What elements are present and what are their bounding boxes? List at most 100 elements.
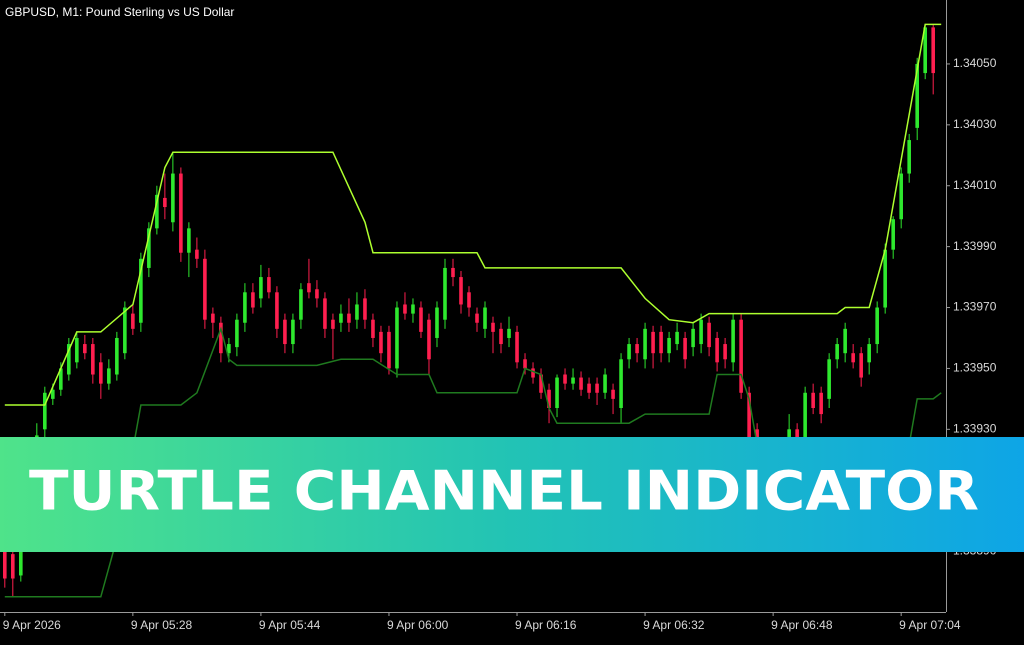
- candle-body: [75, 337, 79, 363]
- candle-body: [515, 331, 519, 363]
- candle-body: [3, 538, 7, 579]
- candle-body: [251, 292, 255, 308]
- candle-body: [187, 228, 191, 253]
- candle-body: [323, 298, 327, 329]
- candle-body: [347, 313, 351, 323]
- candle-body: [283, 319, 287, 345]
- candle-body: [875, 307, 879, 345]
- candle-body: [643, 328, 647, 360]
- candle-body: [387, 331, 391, 369]
- x-tick-label: 9 Apr 2026: [3, 618, 61, 632]
- x-tick-label: 9 Apr 06:16: [515, 618, 577, 632]
- x-tick-label: 9 Apr 06:00: [387, 618, 449, 632]
- candle-body: [923, 27, 927, 74]
- candle-body: [275, 292, 279, 329]
- candle-body: [147, 228, 151, 268]
- candle-body: [467, 292, 471, 308]
- candle-body: [371, 319, 375, 338]
- candle-body: [539, 374, 543, 393]
- candle-body: [651, 331, 655, 354]
- candle-body: [363, 298, 367, 320]
- candle-body: [259, 277, 263, 299]
- candle-body: [59, 368, 63, 390]
- candle-body: [683, 337, 687, 360]
- candle-body: [547, 389, 551, 408]
- y-tick-label: 1.34030: [953, 117, 997, 131]
- candle-body: [395, 307, 399, 369]
- axes: 1.338901.339101.339301.339501.339701.339…: [3, 56, 997, 632]
- x-tick-label: 9 Apr 07:04: [899, 618, 961, 632]
- x-tick-label: 9 Apr 06:32: [643, 618, 705, 632]
- candle-body: [915, 63, 919, 128]
- candle-body: [83, 344, 87, 354]
- candle-body: [691, 328, 695, 348]
- banner-text: TURTLE CHANNEL INDICATOR: [29, 460, 979, 523]
- x-tick-label: 9 Apr 05:44: [259, 618, 321, 632]
- candle-body: [291, 319, 295, 345]
- candle-body: [611, 389, 615, 399]
- candle-body: [379, 331, 383, 354]
- candle-body: [603, 374, 607, 393]
- candle-body: [179, 173, 183, 253]
- candle-body: [659, 331, 663, 354]
- candle-body: [443, 267, 447, 320]
- candle-body: [331, 319, 335, 329]
- candle-body: [531, 368, 535, 378]
- y-tick-label: 1.33950: [953, 361, 997, 375]
- candle-body: [123, 307, 127, 354]
- candle-body: [891, 219, 895, 250]
- candle-body: [859, 353, 863, 378]
- candle-body: [835, 344, 839, 360]
- candle-body: [171, 173, 175, 223]
- candle-body: [475, 313, 479, 323]
- candle-body: [595, 383, 599, 393]
- y-tick-label: 1.33970: [953, 300, 997, 314]
- candle-body: [427, 319, 431, 360]
- candle-body: [739, 319, 743, 393]
- candle-body: [707, 322, 711, 348]
- channel-line: [4, 326, 942, 598]
- candle-body: [579, 377, 583, 390]
- candle-body: [491, 322, 495, 332]
- candle-body: [827, 359, 831, 399]
- candle-body: [523, 359, 527, 369]
- candle-body: [667, 337, 671, 354]
- candle-body: [195, 249, 199, 259]
- candle-body: [459, 277, 463, 305]
- candle-body: [843, 328, 847, 354]
- candle-body: [851, 353, 855, 363]
- candle-body: [499, 328, 503, 345]
- candle-body: [811, 392, 815, 408]
- candle-body: [307, 283, 311, 293]
- candle-body: [723, 344, 727, 360]
- candle-body: [219, 322, 223, 354]
- candle-body: [819, 392, 823, 415]
- banner: [0, 437, 1024, 552]
- channel-line: [4, 23, 942, 406]
- chart-title: GBPUSD, M1: Pound Sterling vs US Dollar: [5, 5, 234, 19]
- candle-body: [107, 368, 111, 384]
- candle-body: [43, 392, 47, 430]
- candle-body: [435, 307, 439, 338]
- y-tick-label: 1.33930: [953, 421, 997, 435]
- candle-body: [803, 392, 807, 448]
- candle-body: [747, 392, 751, 439]
- plot-area: [3, 23, 942, 598]
- x-tick-label: 9 Apr 06:48: [771, 618, 833, 632]
- candle-body: [635, 344, 639, 354]
- candle-body: [555, 377, 559, 408]
- candle-body: [315, 289, 319, 299]
- candle-body: [451, 267, 455, 278]
- candle-body: [699, 319, 703, 345]
- candle-body: [483, 307, 487, 329]
- candle-body: [403, 304, 407, 314]
- candle-body: [587, 383, 591, 393]
- candle-body: [563, 374, 567, 384]
- candle-body: [163, 197, 167, 208]
- candle-body: [931, 27, 935, 74]
- candle-body: [131, 313, 135, 329]
- candle-body: [211, 313, 215, 323]
- candle-body: [299, 289, 303, 320]
